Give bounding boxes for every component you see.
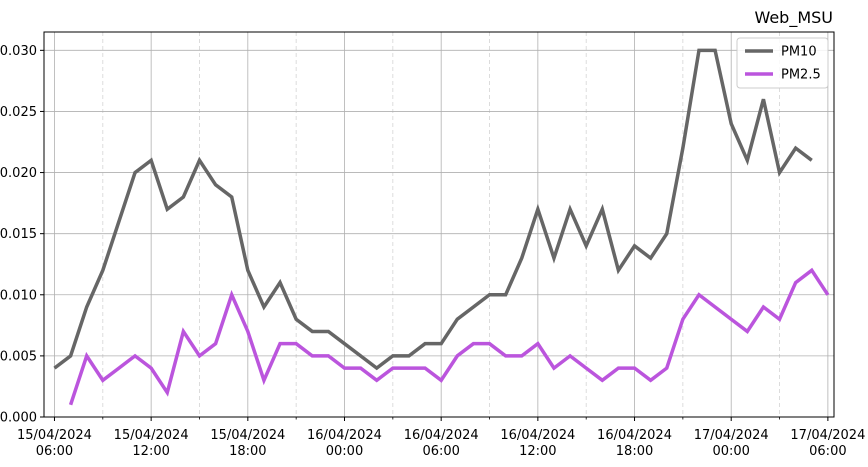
grid (44, 32, 834, 418)
x-tick-label-time: 06:00 (422, 444, 459, 459)
x-tick-label-date: 17/04/2024 (790, 428, 865, 443)
x-tick-label-date: 17/04/2024 (694, 428, 769, 443)
x-tick-label-time: 18:00 (616, 444, 653, 459)
legend-label: PM10 (781, 45, 817, 60)
series-lines (53, 48, 830, 406)
x-tick-label-time: 00:00 (712, 444, 749, 459)
y-tick-label: 0.020 (0, 166, 37, 181)
x-tick-label-date: 15/04/2024 (17, 428, 92, 443)
x-tick-label-time: 12:00 (519, 444, 556, 459)
x-tick-label-time: 06:00 (36, 444, 73, 459)
chart-title: Web_MSU (754, 8, 833, 28)
y-tick-label: 0.000 (0, 411, 37, 426)
y-tick-label: 0.025 (0, 105, 37, 120)
x-tick-label-time: 00:00 (326, 444, 363, 459)
plot-frame (43, 31, 835, 418)
y-tick-label: 0.005 (0, 349, 37, 364)
legend: PM10 PM2.5 (736, 37, 829, 89)
x-tick-label-date: 15/04/2024 (210, 428, 285, 443)
y-tick-label: 0.015 (0, 227, 37, 242)
series-line-pm10 (53, 48, 813, 371)
x-tick-label-date: 16/04/2024 (597, 428, 672, 443)
y-tick-label: 0.030 (0, 44, 37, 59)
y-tick-label: 0.010 (0, 288, 37, 303)
x-tick-label-time: 12:00 (132, 444, 169, 459)
x-tick-label-date: 16/04/2024 (307, 428, 382, 443)
x-tick-label-time: 18:00 (229, 444, 266, 459)
x-tick-label-time: 06:00 (809, 444, 846, 459)
legend-label: PM2.5 (781, 68, 821, 83)
x-tick-label-date: 16/04/2024 (404, 428, 479, 443)
x-tick-label-date: 16/04/2024 (500, 428, 575, 443)
x-tick-label-date: 15/04/2024 (114, 428, 189, 443)
axes: 0.000 0.005 0.010 0.015 0.020 0.025 0.030 15/04… (0, 31, 865, 459)
series-line-pm25 (68, 267, 830, 406)
